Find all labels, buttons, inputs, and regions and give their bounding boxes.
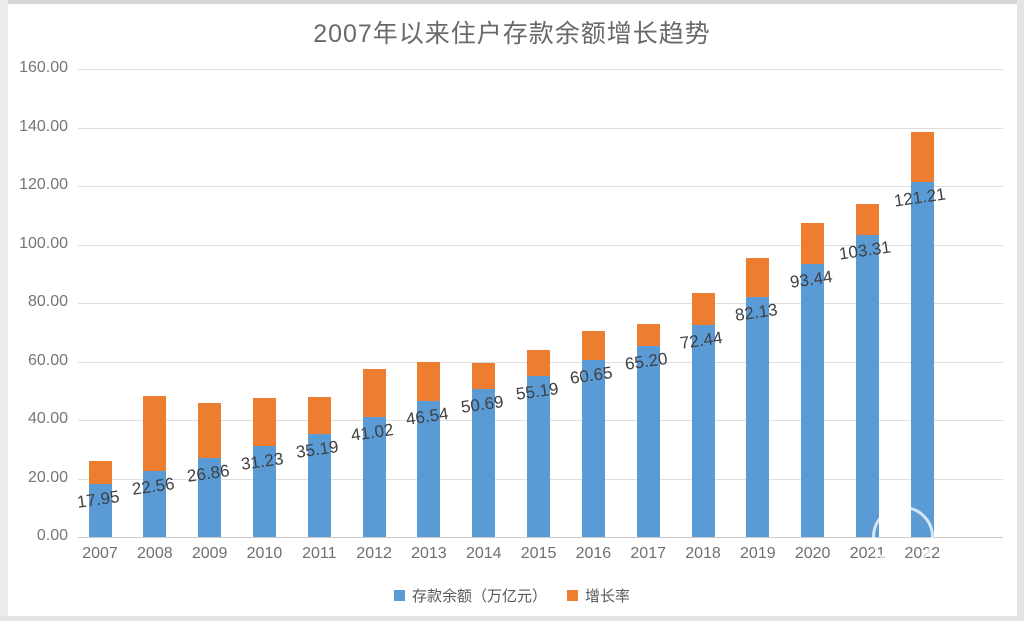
- bar-2010-deposit: [252, 445, 276, 537]
- x-axis-tick-label-2017: 2017: [630, 545, 666, 562]
- bar-2014-deposit: [472, 388, 496, 537]
- legend-item-deposit: 存款余额（万亿元）: [393, 585, 547, 606]
- bar-2022-growth: [910, 131, 934, 183]
- bar-2009-deposit: [198, 458, 222, 537]
- x-axis-tick-label-2019: 2019: [740, 545, 776, 562]
- x-axis-tick-label-2011: 2011: [302, 545, 337, 562]
- bar-2014-growth: [472, 362, 496, 389]
- bar-data-label-2012: 41.02: [349, 420, 395, 445]
- bar-2017-growth: [636, 324, 660, 347]
- y-axis-tick-label: 60.00: [27, 351, 68, 369]
- y-axis-tick-label: 20.00: [27, 468, 68, 486]
- bar-2017-deposit: [636, 346, 660, 537]
- watermark-circle-icon: [872, 506, 934, 568]
- frame-border-bottom: [0, 616, 1024, 621]
- bar-data-label-2009: 26.86: [185, 461, 231, 487]
- bar-2008-deposit: [143, 471, 167, 537]
- bar-2022-deposit: [910, 182, 934, 537]
- bar-2015-growth: [527, 349, 551, 376]
- y-axis-tick-label: 120.00: [19, 176, 68, 193]
- bar-2020-deposit: [801, 263, 825, 537]
- legend-swatch-growth: [567, 590, 578, 601]
- x-axis-tick-label-2018: 2018: [685, 545, 721, 562]
- bar-data-label-2016: 60.65: [569, 362, 614, 388]
- bar-2018-deposit: [691, 325, 715, 537]
- frame-border-left: [0, 0, 8, 621]
- y-axis-tick-label: 100.00: [19, 234, 68, 252]
- gridline-100.00: [78, 244, 1003, 246]
- bar-2019-deposit: [746, 296, 770, 537]
- bar-data-label-2022: 121.21: [893, 184, 948, 211]
- bar-2012-deposit: [362, 417, 386, 537]
- bar-2012-growth: [362, 368, 386, 417]
- gridline-140.00: [78, 127, 1003, 129]
- gridline-160.00: [78, 69, 1003, 70]
- gridline-120.00: [78, 186, 1003, 187]
- x-axis-tick-label-2016: 2016: [575, 545, 612, 562]
- bar-2016-deposit: [581, 359, 605, 537]
- bar-2013-growth: [417, 361, 441, 401]
- y-axis-tick-label: 140.00: [19, 117, 68, 135]
- bar-2020-growth: [801, 223, 825, 264]
- y-axis-tick-label: 80.00: [27, 293, 68, 310]
- bar-2015-deposit: [527, 375, 551, 537]
- bar-2021-deposit: [855, 234, 879, 537]
- bar-2007-growth: [88, 461, 112, 485]
- legend-label-deposit: 存款余额（万亿元）: [411, 588, 547, 605]
- bar-data-label-2021: 103.31: [838, 237, 893, 264]
- x-axis-tick-label-2013: 2013: [411, 545, 447, 562]
- gridline-0.00: [78, 537, 1003, 538]
- bar-data-label-2013: 46.54: [404, 403, 450, 429]
- x-axis-tick-label-2012: 2012: [356, 545, 392, 562]
- bar-2021-growth: [855, 203, 879, 235]
- bar-2018-growth: [691, 292, 715, 326]
- frame-border-top: [0, 0, 1024, 4]
- bar-2013-deposit: [417, 400, 441, 537]
- bar-2010-growth: [252, 398, 276, 446]
- bar-2008-growth: [143, 395, 167, 471]
- y-axis-tick-label: 160.00: [19, 59, 68, 76]
- bar-2007-deposit: [88, 484, 112, 537]
- y-axis-tick-label: 40.00: [27, 410, 68, 427]
- bar-data-label-2014: 50.69: [459, 391, 505, 417]
- x-axis-tick-label-2020: 2020: [794, 545, 831, 562]
- x-axis-tick-label-2010: 2010: [246, 545, 283, 562]
- y-axis-tick-label: 0.00: [36, 527, 68, 544]
- x-axis-tick-label-2014: 2014: [465, 545, 502, 562]
- bar-data-label-2015: 55.19: [514, 378, 560, 404]
- bar-data-label-2011: 35.19: [295, 437, 340, 462]
- x-axis-tick-label-2007: 2007: [82, 545, 118, 562]
- x-axis-tick-label-2008: 2008: [137, 545, 173, 562]
- legend-item-growth: 增长率: [567, 585, 630, 606]
- legend-swatch-deposit: [393, 590, 405, 601]
- x-axis-tick-label-2009: 2009: [191, 545, 228, 562]
- gridline-80.00: [78, 303, 1003, 304]
- legend-label-growth: 增长率: [585, 588, 631, 605]
- x-axis-tick-label-2015: 2015: [520, 545, 557, 562]
- bar-2019-growth: [746, 257, 770, 297]
- bar-data-label-2018: 72.44: [678, 328, 724, 353]
- bar-2011-deposit: [307, 434, 331, 537]
- bar-data-label-2007: 17.95: [75, 487, 121, 513]
- bar-2011-growth: [307, 396, 331, 435]
- chart-legend: 存款余额（万亿元） 增长率: [0, 585, 1024, 606]
- bar-data-label-2010: 31.23: [240, 448, 286, 474]
- chart-title: 2007年以来住户存款余额增长趋势: [313, 20, 711, 48]
- bar-2016-growth: [581, 330, 605, 360]
- bar-data-label-2020: 93.44: [788, 266, 834, 292]
- bar-data-label-2017: 65.20: [624, 349, 669, 375]
- bar-2009-growth: [198, 402, 222, 459]
- frame-border-right: [1017, 0, 1024, 621]
